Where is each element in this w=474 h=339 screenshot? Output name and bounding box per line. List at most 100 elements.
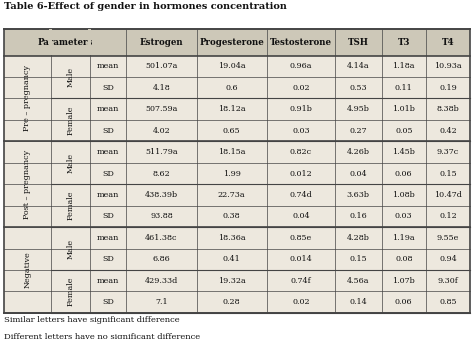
Bar xyxy=(51,141,90,184)
Text: 10.47d: 10.47d xyxy=(434,191,462,199)
Text: mean: mean xyxy=(97,148,119,156)
Text: 461.38c: 461.38c xyxy=(145,234,178,242)
Text: 8.62: 8.62 xyxy=(153,170,170,178)
Text: 1.19a: 1.19a xyxy=(392,234,415,242)
Text: Female: Female xyxy=(66,277,74,306)
Bar xyxy=(51,227,90,270)
Bar xyxy=(51,56,90,98)
Text: Male: Male xyxy=(66,153,74,173)
Text: 0.28: 0.28 xyxy=(223,298,241,306)
Text: 0.19: 0.19 xyxy=(439,84,457,92)
Text: 0.12: 0.12 xyxy=(439,213,457,220)
Text: Parameters: Parameters xyxy=(37,38,93,47)
Text: 0.27: 0.27 xyxy=(349,127,367,135)
Text: 0.53: 0.53 xyxy=(349,84,367,92)
Text: 1.08b: 1.08b xyxy=(392,191,415,199)
Text: 0.96a: 0.96a xyxy=(290,62,312,70)
Text: Male: Male xyxy=(66,239,74,259)
Bar xyxy=(4,141,51,227)
Text: 0.04: 0.04 xyxy=(292,213,310,220)
Text: 3.63b: 3.63b xyxy=(346,191,370,199)
Text: T4: T4 xyxy=(442,38,455,47)
Text: 0.02: 0.02 xyxy=(292,84,310,92)
Text: mean: mean xyxy=(97,62,119,70)
Text: 0.15: 0.15 xyxy=(439,170,457,178)
Text: 0.85: 0.85 xyxy=(439,298,457,306)
Text: 0.04: 0.04 xyxy=(349,170,367,178)
Text: 0.02: 0.02 xyxy=(292,298,310,306)
Text: 429.33d: 429.33d xyxy=(145,277,178,285)
Text: 0.65: 0.65 xyxy=(223,127,241,135)
Text: 0.03: 0.03 xyxy=(395,213,412,220)
Bar xyxy=(4,29,126,56)
Text: 0.74d: 0.74d xyxy=(290,191,312,199)
Text: 501.07a: 501.07a xyxy=(145,62,178,70)
Text: 9.30f: 9.30f xyxy=(438,277,458,285)
Text: 7.1: 7.1 xyxy=(155,298,168,306)
Text: 1.01b: 1.01b xyxy=(392,105,415,113)
Text: 0.38: 0.38 xyxy=(223,213,241,220)
Text: mean: mean xyxy=(97,191,119,199)
Bar xyxy=(88,29,91,55)
Text: Post – pregnancy: Post – pregnancy xyxy=(23,150,31,219)
Text: 4.95b: 4.95b xyxy=(346,105,370,113)
Text: 8.38b: 8.38b xyxy=(437,105,459,113)
Text: 511.79a: 511.79a xyxy=(145,148,178,156)
Text: 0.41: 0.41 xyxy=(223,255,241,263)
Text: Negative: Negative xyxy=(23,252,31,288)
Text: 0.14: 0.14 xyxy=(349,298,367,306)
Text: 19.32a: 19.32a xyxy=(218,277,246,285)
Bar xyxy=(126,29,197,56)
Text: 0.014: 0.014 xyxy=(290,255,312,263)
Text: 0.11: 0.11 xyxy=(395,84,413,92)
Bar xyxy=(4,29,470,313)
Text: Testosterone: Testosterone xyxy=(270,38,332,47)
Text: SD: SD xyxy=(102,170,114,178)
Text: 4.14a: 4.14a xyxy=(347,62,369,70)
Text: Progesterone: Progesterone xyxy=(200,38,264,47)
Text: 4.18: 4.18 xyxy=(153,84,170,92)
Text: 1.18a: 1.18a xyxy=(392,62,415,70)
Bar xyxy=(4,56,51,141)
Text: SD: SD xyxy=(102,255,114,263)
Text: Similar letters have significant difference: Similar letters have significant differe… xyxy=(4,316,180,324)
Text: 93.88: 93.88 xyxy=(150,213,173,220)
Text: 0.91b: 0.91b xyxy=(290,105,312,113)
Text: 10.93a: 10.93a xyxy=(434,62,462,70)
Text: 0.42: 0.42 xyxy=(439,127,457,135)
Text: Table 6-Effect of gender in hormones concentration: Table 6-Effect of gender in hormones con… xyxy=(4,2,287,11)
Text: 0.16: 0.16 xyxy=(349,213,367,220)
Text: TSH: TSH xyxy=(347,38,369,47)
Text: 0.06: 0.06 xyxy=(395,170,412,178)
Bar xyxy=(382,29,426,56)
Text: 438.39b: 438.39b xyxy=(145,191,178,199)
Text: 0.012: 0.012 xyxy=(290,170,312,178)
Bar xyxy=(197,29,267,56)
Text: Male: Male xyxy=(66,67,74,87)
Text: 18.36a: 18.36a xyxy=(218,234,246,242)
Text: 0.06: 0.06 xyxy=(395,298,412,306)
Bar xyxy=(49,29,52,55)
Bar xyxy=(4,227,51,313)
Text: 0.74f: 0.74f xyxy=(291,277,311,285)
Text: mean: mean xyxy=(97,234,119,242)
Text: 9.55e: 9.55e xyxy=(437,234,459,242)
Text: 0.6: 0.6 xyxy=(226,84,238,92)
Text: 1.07b: 1.07b xyxy=(392,277,415,285)
Text: SD: SD xyxy=(102,298,114,306)
Text: Female: Female xyxy=(66,191,74,220)
Text: 0.05: 0.05 xyxy=(395,127,412,135)
Text: SD: SD xyxy=(102,213,114,220)
Bar xyxy=(335,29,382,56)
Text: T3: T3 xyxy=(398,38,410,47)
Text: 0.82c: 0.82c xyxy=(290,148,312,156)
Text: 1.99: 1.99 xyxy=(223,170,241,178)
Bar xyxy=(267,29,335,56)
Text: 1.45b: 1.45b xyxy=(392,148,415,156)
Text: mean: mean xyxy=(97,277,119,285)
Text: 0.03: 0.03 xyxy=(292,127,310,135)
Text: 0.08: 0.08 xyxy=(395,255,412,263)
Text: 0.94: 0.94 xyxy=(439,255,457,263)
Text: SD: SD xyxy=(102,84,114,92)
Text: 507.59a: 507.59a xyxy=(145,105,178,113)
